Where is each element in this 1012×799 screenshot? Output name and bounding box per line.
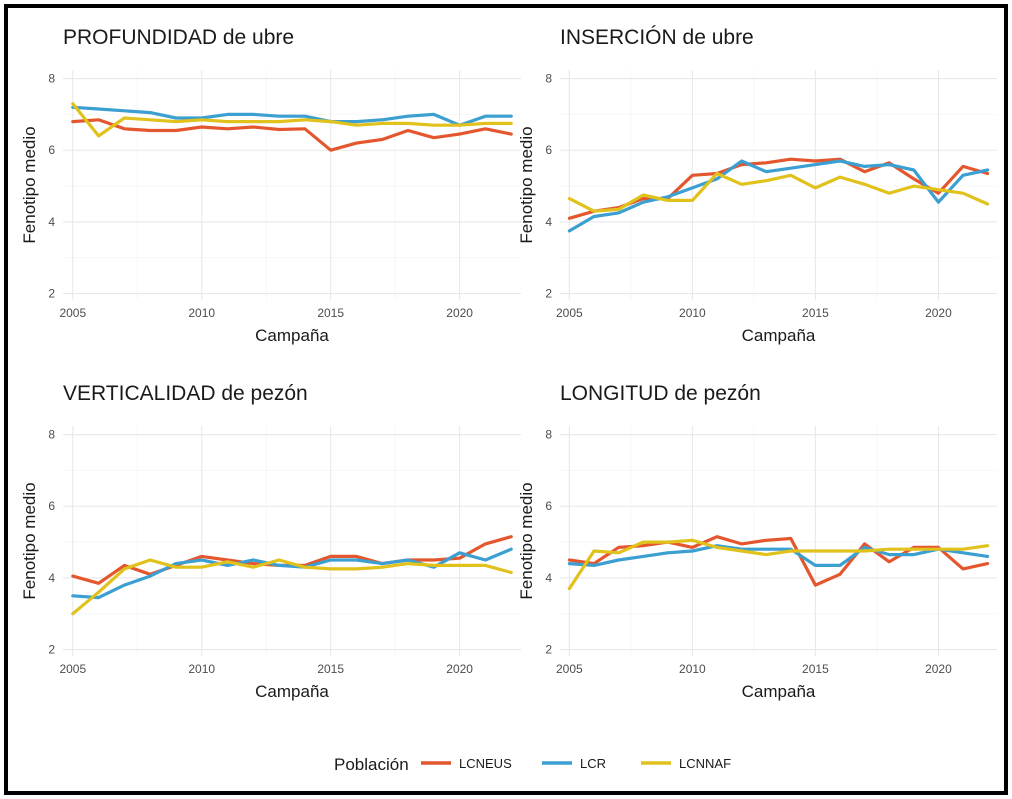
series-line-lcnnaf xyxy=(567,171,990,213)
y-tick-label: 4 xyxy=(545,571,552,585)
legend-label-lcr: LCR xyxy=(580,756,606,771)
chart-title: VERTICALIDAD de pezón xyxy=(63,382,308,405)
x-tick-label: 2005 xyxy=(556,306,583,320)
x-tick-label: 2005 xyxy=(59,662,86,676)
x-tick-label: 2015 xyxy=(317,306,344,320)
figure-frame: PROFUNDIDAD de ubre 2 4 6 8 2005 2010 2015 2020 C… xyxy=(4,4,1008,795)
y-tick-label: 8 xyxy=(545,72,552,86)
series-line-lcnnaf xyxy=(567,538,990,591)
y-tick-label: 6 xyxy=(48,143,55,157)
x-tick-label: 2010 xyxy=(679,306,706,320)
chart-figure: PROFUNDIDAD de ubre 2 4 6 8 2005 2010 2015 2020 C… xyxy=(20,26,997,774)
series-line-lcneus xyxy=(71,118,513,152)
y-tick-label: 2 xyxy=(545,643,552,657)
series-line-lcneus xyxy=(567,157,990,220)
x-tick-label: 2015 xyxy=(317,662,344,676)
x-tick-label: 2005 xyxy=(556,662,583,676)
x-tick-label: 2010 xyxy=(679,662,706,676)
x-axis-label: Campaña xyxy=(255,682,329,701)
y-axis-label: Fenotipo medio xyxy=(20,126,39,243)
chart-title: LONGITUD de pezón xyxy=(560,382,761,405)
series-line-lcr xyxy=(567,159,990,233)
y-tick-label: 4 xyxy=(545,215,552,229)
legend-label-lcnnaf: LCNNAF xyxy=(679,756,731,771)
x-tick-label: 2015 xyxy=(802,306,829,320)
x-tick-label: 2020 xyxy=(446,306,473,320)
legend-title: Población xyxy=(334,755,409,774)
x-axis-label: Campaña xyxy=(742,326,816,345)
x-tick-label: 2015 xyxy=(802,662,829,676)
legend: Población LCNEUS LCR LCNNAF xyxy=(334,755,731,774)
series-line-lcnnaf xyxy=(71,558,513,616)
chart-panel-1: PROFUNDIDAD de ubre 2 4 6 8 2005 2010 2015 2020 C… xyxy=(20,26,521,345)
y-tick-label: 8 xyxy=(48,72,55,86)
y-tick-label: 4 xyxy=(48,571,55,585)
x-tick-label: 2010 xyxy=(188,306,215,320)
x-tick-label: 2005 xyxy=(59,306,86,320)
x-tick-label: 2020 xyxy=(446,662,473,676)
y-axis-label: Fenotipo medio xyxy=(20,482,39,599)
x-tick-label: 2010 xyxy=(188,662,215,676)
y-axis-label: Fenotipo medio xyxy=(517,482,536,599)
chart-title: PROFUNDIDAD de ubre xyxy=(63,26,294,49)
y-tick-label: 8 xyxy=(545,428,552,442)
y-axis-label: Fenotipo medio xyxy=(517,126,536,243)
y-tick-label: 2 xyxy=(48,643,55,657)
series-line-lcr xyxy=(567,544,990,567)
y-tick-label: 2 xyxy=(545,287,552,301)
chart-panel-4: LONGITUD de pezón 2 4 6 8 2005 2010 2015 2020 Cam… xyxy=(517,382,997,701)
x-axis-label: Campaña xyxy=(255,326,329,345)
series-line-lcneus xyxy=(567,535,990,587)
y-tick-label: 6 xyxy=(545,143,552,157)
series-line-lcr xyxy=(71,547,513,600)
series-line-lcnnaf xyxy=(71,102,513,138)
x-axis-label: Campaña xyxy=(742,682,816,701)
y-tick-label: 4 xyxy=(48,215,55,229)
chart-title: INSERCIÓN de ubre xyxy=(560,26,754,49)
chart-panel-3: VERTICALIDAD de pezón 2 4 6 8 2005 2010 2015 202… xyxy=(20,382,521,701)
y-tick-label: 8 xyxy=(48,428,55,442)
y-tick-label: 6 xyxy=(48,499,55,513)
y-tick-label: 2 xyxy=(48,287,55,301)
x-tick-label: 2020 xyxy=(925,306,952,320)
chart-panel-2: INSERCIÓN de ubre 2 4 6 8 2005 2010 2015 2020 Cam… xyxy=(517,26,997,345)
x-tick-label: 2020 xyxy=(925,662,952,676)
legend-label-lcneus: LCNEUS xyxy=(459,756,512,771)
y-tick-label: 6 xyxy=(545,499,552,513)
series-line-lcr xyxy=(71,105,513,127)
